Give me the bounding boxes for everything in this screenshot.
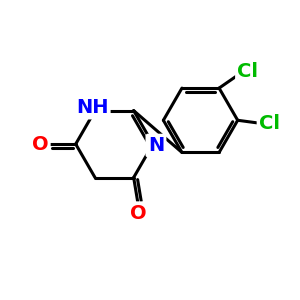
Text: Cl: Cl xyxy=(259,114,280,133)
Text: N: N xyxy=(148,136,164,155)
Text: O: O xyxy=(130,204,146,223)
Text: Cl: Cl xyxy=(237,62,258,81)
Text: NH: NH xyxy=(76,98,108,117)
Text: O: O xyxy=(32,135,48,154)
